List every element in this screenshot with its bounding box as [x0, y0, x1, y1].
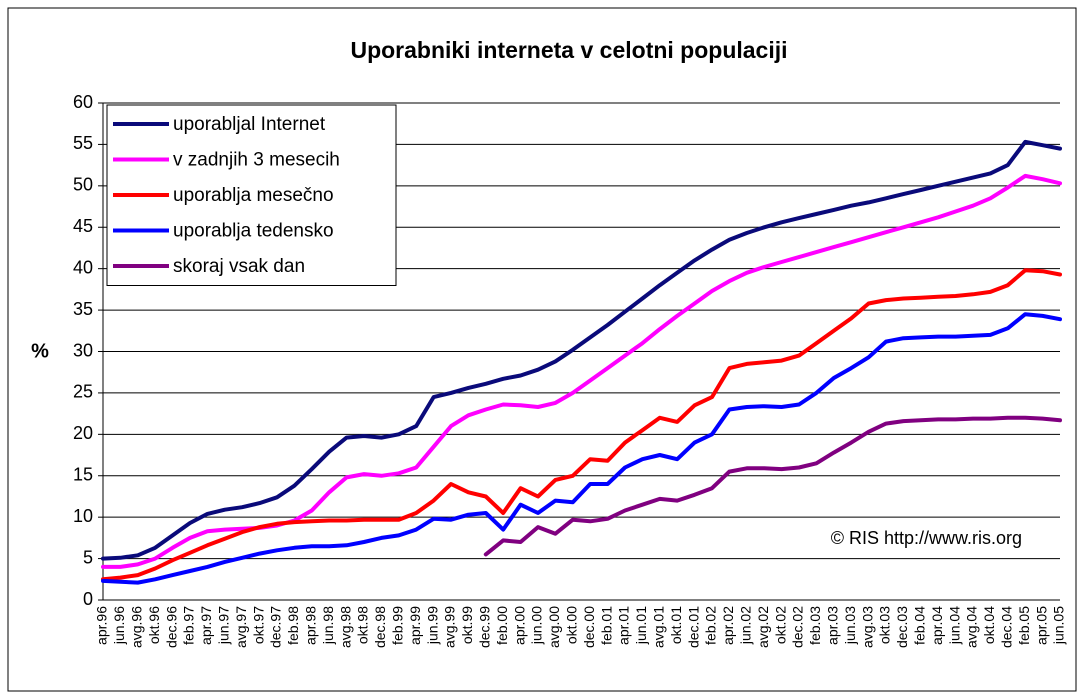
- x-tick-label: avg.02: [755, 606, 771, 648]
- series-line: [483, 415, 1062, 557]
- y-tick-label: 20: [73, 423, 93, 443]
- x-tick-label: apr.02: [720, 606, 736, 645]
- x-tick-label: apr.00: [511, 606, 527, 645]
- x-tick-label: apr.96: [94, 606, 110, 645]
- x-tick-label: feb.05: [1016, 606, 1032, 645]
- x-tick-label: jun.05: [1051, 606, 1067, 645]
- x-tick-label: okt.04: [981, 606, 997, 644]
- x-tick-label: avg.01: [651, 606, 667, 648]
- x-tick-label: feb.98: [285, 606, 301, 645]
- x-tick-label: okt.02: [772, 606, 788, 644]
- annotation: © RIS http://www.ris.org: [831, 528, 1022, 548]
- y-tick-label: 60: [73, 92, 93, 112]
- x-tick-label: jun.96: [111, 606, 127, 645]
- x-tick-label: apr.98: [303, 606, 319, 645]
- x-tick-label: avg.00: [546, 606, 562, 648]
- x-tick-label: okt.00: [564, 606, 580, 644]
- x-tick-label: okt.98: [355, 606, 371, 644]
- x-tick-label: jun.00: [529, 606, 545, 645]
- x-tick-label: okt.01: [668, 606, 684, 644]
- x-tick-label: dec.02: [790, 606, 806, 648]
- series-line: [101, 312, 1062, 585]
- x-tick-label: jun.02: [738, 606, 754, 645]
- y-tick-label: 50: [73, 175, 93, 195]
- y-tick-label: 0: [83, 589, 93, 609]
- x-tick-label: avg.04: [964, 606, 980, 648]
- x-tick-label: avg.96: [129, 606, 145, 648]
- x-tick-label: dec.99: [477, 606, 493, 648]
- y-tick-label: 55: [73, 133, 93, 153]
- legend-label: uporablja mesečno: [173, 185, 334, 206]
- legend-label: v zadnjih 3 mesecih: [173, 150, 340, 171]
- x-tick-label: dec.00: [581, 606, 597, 648]
- x-tick-label: feb.04: [912, 606, 928, 645]
- x-tick-label: okt.99: [459, 606, 475, 644]
- legend: uporabljal Internet v zadnjih 3 mesecih up…: [106, 104, 397, 286]
- x-tick-label: jun.99: [424, 606, 440, 645]
- y-tick-label: 15: [73, 465, 93, 485]
- x-tick-label: apr.99: [407, 606, 423, 645]
- y-tick-label: 40: [73, 257, 93, 277]
- series-line: [101, 139, 1062, 561]
- x-tick-label: avg.03: [859, 606, 875, 648]
- y-tick-label: 25: [73, 382, 93, 402]
- legend-label: skoraj vsak dan: [173, 256, 305, 277]
- x-tick-label: avg.99: [442, 606, 458, 648]
- x-tick-label: feb.02: [703, 606, 719, 645]
- x-tick-label: avg.98: [337, 606, 353, 648]
- x-tick-label: apr.04: [929, 606, 945, 645]
- x-tick-label: jun.97: [216, 606, 232, 645]
- x-tick-label: jun.98: [320, 606, 336, 645]
- x-tick-label: dec.98: [372, 606, 388, 648]
- x-tick-label: jun.04: [946, 606, 962, 645]
- x-tick-label: dec.01: [685, 606, 701, 648]
- x-tick-label: jun.03: [842, 606, 858, 645]
- x-tick-label: feb.97: [181, 606, 197, 645]
- chart-title: Uporabniki interneta v celotni populacij…: [350, 37, 787, 63]
- x-tick-label: okt.96: [146, 606, 162, 644]
- legend-label: uporabljal Internet: [173, 114, 326, 135]
- x-tick-label: dec.04: [999, 606, 1015, 648]
- y-tick-label: 35: [73, 299, 93, 319]
- y-tick-label: 5: [83, 547, 93, 567]
- x-tick-label: apr.03: [825, 606, 841, 645]
- x-tick-label: jun.01: [633, 606, 649, 645]
- x-tick-label: dec.97: [268, 606, 284, 648]
- x-tick-label: okt.03: [877, 606, 893, 644]
- x-tick-label: avg.97: [233, 606, 249, 648]
- series-line: [101, 268, 1062, 582]
- x-tick-label: okt.97: [250, 606, 266, 644]
- y-tick-label: 30: [73, 340, 93, 360]
- x-tick-label: feb.00: [494, 606, 510, 645]
- x-tick-label: feb.01: [598, 606, 614, 645]
- y-tick-label: 45: [73, 216, 93, 236]
- x-tick-label: dec.96: [163, 606, 179, 648]
- x-tick-label: apr.01: [616, 606, 632, 645]
- x-tick-label: apr.05: [1033, 606, 1049, 645]
- x-tick-label: apr.97: [198, 606, 214, 645]
- legend-label: uporablja tedensko: [173, 221, 334, 242]
- x-tick-label: feb.99: [390, 606, 406, 645]
- y-axis-label: %: [31, 340, 49, 362]
- x-tick-label: dec.03: [894, 606, 910, 648]
- x-tick-label: feb.03: [807, 606, 823, 645]
- y-tick-label: 10: [73, 506, 93, 526]
